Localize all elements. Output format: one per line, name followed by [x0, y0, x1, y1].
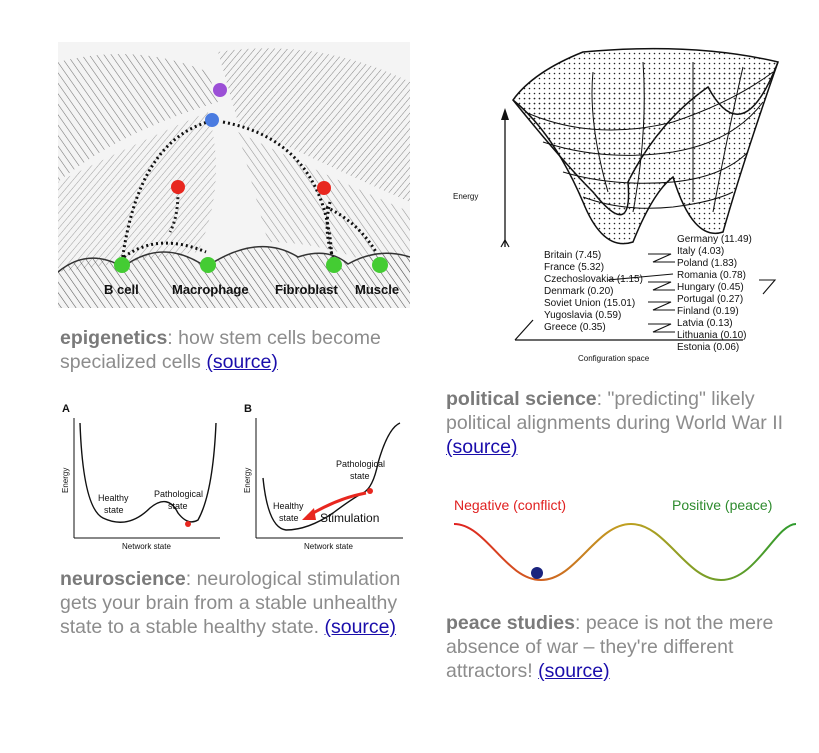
panel-a-healthy-state: state: [104, 505, 124, 515]
caption-title: neuroscience: [60, 568, 186, 590]
caption-body: : how stem cells become specialized cell…: [60, 327, 381, 373]
source-link[interactable]: (source): [538, 660, 610, 682]
state-ball: [531, 567, 543, 579]
caption-title: political science: [446, 388, 597, 410]
neuro-caption: neuroscience: neurological stimulation g…: [60, 567, 405, 639]
pol-right-4: Hungary (0.45): [677, 282, 744, 293]
pol-left-2: Czechoslovakia (1.15): [544, 274, 643, 285]
pol-right-6: Finland (0.19): [677, 306, 739, 317]
caption-title: epigenetics: [60, 327, 168, 349]
panel-a-energy: Energy: [61, 468, 70, 493]
epigenetics-caption: epigenetics: how stem cells become speci…: [60, 326, 410, 374]
bcell-dot: [114, 257, 130, 273]
fibroblast-dot: [326, 257, 342, 273]
source-link[interactable]: (source): [206, 351, 278, 373]
panel-a-network: Network state: [122, 542, 171, 551]
negative-label: Negative (conflict): [454, 497, 566, 513]
political-caption: political science: "predicting" likely p…: [446, 387, 796, 459]
peace-caption: peace studies: peace is not the mere abs…: [446, 611, 791, 683]
pol-left-4: Soviet Union (15.01): [544, 298, 635, 309]
panel-b-label: B: [244, 403, 252, 415]
pol-left-6: Greece (0.35): [544, 322, 606, 333]
pol-left-3: Denmark (0.20): [544, 286, 613, 297]
waddington-landscape-figure: B cell Macrophage Fibroblast Muscle: [58, 42, 410, 308]
panel-b-pathological-state: state: [350, 471, 370, 481]
axis-configuration-space: Configuration space: [578, 354, 650, 363]
label-macrophage: Macrophage: [172, 282, 249, 297]
macrophage-dot: [200, 257, 216, 273]
neuro-energy-figure: A B Energy Network state Healthy state P…: [61, 403, 403, 551]
progenitor-red-right: [317, 181, 331, 195]
pol-right-2: Poland (1.83): [677, 258, 737, 269]
pol-right-5: Portugal (0.27): [677, 294, 743, 305]
pol-left-5: Yugoslavia (0.59): [544, 310, 621, 321]
pol-right-9: Estonia (0.06): [677, 342, 739, 353]
pol-right-3: Romania (0.78): [677, 270, 746, 281]
panel-b-pathological: Pathological: [336, 459, 385, 469]
pol-right-1: Italy (4.03): [677, 246, 724, 257]
panel-b-healthy: Healthy: [273, 501, 304, 511]
muscle-dot: [372, 257, 388, 273]
panel-b-network: Network state: [304, 542, 353, 551]
pol-left-1: France (5.32): [544, 262, 604, 273]
label-fibroblast: Fibroblast: [275, 282, 339, 297]
positive-label: Positive (peace): [672, 497, 772, 513]
axis-energy: Energy: [453, 192, 478, 201]
pol-right-0: Germany (11.49): [677, 234, 752, 245]
progenitor-red-left: [171, 180, 185, 194]
peace-attractor-figure: Negative (conflict) Positive (peace): [453, 497, 797, 582]
caption-body: : neurological stimulation gets your bra…: [60, 568, 401, 638]
source-link[interactable]: (source): [446, 436, 518, 458]
pol-right-8: Lithuania (0.10): [677, 330, 747, 341]
pol-right-7: Latvia (0.13): [677, 318, 733, 329]
panel-b-healthy-state: state: [279, 513, 299, 523]
panel-a-pathological-state: state: [168, 501, 188, 511]
panel-a-healthy: Healthy: [98, 493, 129, 503]
source-link[interactable]: (source): [324, 616, 397, 638]
stem-cell-blue: [205, 113, 219, 127]
label-muscle: Muscle: [355, 282, 399, 297]
political-landscape-figure: Energy Britain (7.45) France (5.32) Czec…: [453, 47, 780, 363]
pol-left-0: Britain (7.45): [544, 250, 601, 261]
caption-body: : peace is not the mere absence of war –…: [446, 612, 774, 682]
label-bcell: B cell: [104, 282, 139, 297]
caption-body: : "predicting" likely political alignmen…: [446, 388, 784, 434]
panel-a-label: A: [62, 403, 70, 415]
panel-b-energy: Energy: [243, 468, 252, 493]
caption-title: peace studies: [446, 612, 575, 634]
panel-a-pathological: Pathological: [154, 489, 203, 499]
stem-cell-purple: [213, 83, 227, 97]
stimulation-label: Stimulation: [320, 511, 379, 525]
